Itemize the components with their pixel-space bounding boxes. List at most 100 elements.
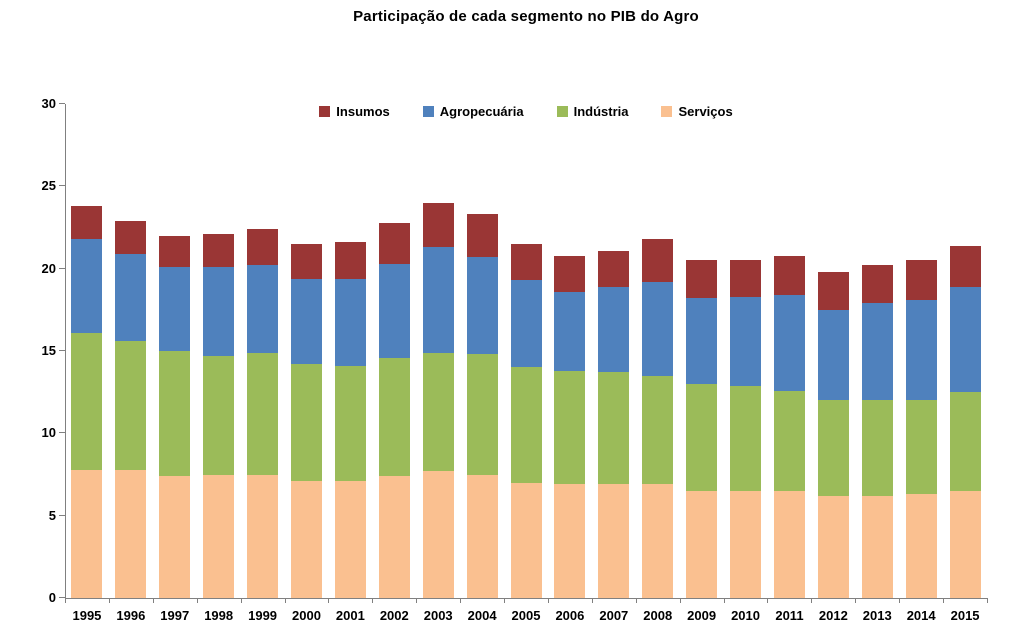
bar-segment-servicos xyxy=(686,490,718,598)
bar-segment-industria xyxy=(290,364,322,482)
x-tick-label: 2007 xyxy=(599,608,629,623)
bar-slot-2004 xyxy=(460,104,504,598)
bar-segment-servicos xyxy=(159,476,191,598)
bar-segment-agropecuaria xyxy=(730,296,762,386)
x-tick xyxy=(328,598,330,603)
bar-segment-industria xyxy=(861,400,893,496)
bar-2004 xyxy=(466,214,498,598)
bar-slot-2006 xyxy=(548,104,592,598)
bar-segment-servicos xyxy=(466,474,498,598)
x-tick xyxy=(460,598,462,603)
x-tick-label: 2009 xyxy=(687,608,717,623)
bar-segment-servicos xyxy=(247,474,279,598)
bar-segment-industria xyxy=(378,357,410,477)
legend-item-insumos: Insumos xyxy=(319,104,390,119)
bar-segment-insumos xyxy=(159,235,191,268)
bar-segment-servicos xyxy=(773,490,805,598)
x-tick xyxy=(240,598,242,603)
bar-1996 xyxy=(115,220,147,598)
x-axis-line xyxy=(65,598,988,599)
x-tick xyxy=(987,598,988,603)
bar-segment-servicos xyxy=(510,482,542,598)
bar-slot-2012 xyxy=(811,104,855,598)
bar-segment-insumos xyxy=(203,234,235,268)
x-tick xyxy=(547,598,549,603)
x-tick-label: 2011 xyxy=(775,608,804,623)
legend-swatch-agropecuaria xyxy=(422,106,434,117)
bar-segment-insumos xyxy=(642,239,674,282)
x-tick-label: 1995 xyxy=(72,608,102,623)
bar-segment-servicos xyxy=(115,469,147,598)
x-tick xyxy=(504,598,506,603)
x-tick xyxy=(899,598,901,603)
x-tick xyxy=(65,598,66,603)
bar-slot-2007 xyxy=(592,104,636,598)
bar-slot-2014 xyxy=(899,104,943,598)
y-tick-label: 5 xyxy=(48,507,56,523)
bar-segment-insumos xyxy=(686,260,718,299)
bar-segment-agropecuaria xyxy=(247,265,279,353)
x-tick xyxy=(855,598,857,603)
bar-slot-1998 xyxy=(197,104,241,598)
bar-segment-industria xyxy=(554,370,586,485)
x-tick-label: 2015 xyxy=(950,608,980,623)
bar-segment-industria xyxy=(949,392,981,491)
bar-segment-insumos xyxy=(422,202,454,248)
bar-2011 xyxy=(773,255,805,598)
x-tick-label: 1996 xyxy=(116,608,146,623)
bar-2010 xyxy=(730,260,762,598)
x-tick xyxy=(416,598,418,603)
bar-slot-1995 xyxy=(65,104,109,598)
bar-slot-1996 xyxy=(109,104,153,598)
x-tick xyxy=(196,598,198,603)
bar-slot-2008 xyxy=(636,104,680,598)
y-tick xyxy=(59,350,65,351)
y-tick xyxy=(59,432,65,434)
bar-segment-insumos xyxy=(115,220,147,254)
plot-area xyxy=(65,104,987,598)
bar-slot-2000 xyxy=(285,104,329,598)
x-tick xyxy=(284,598,286,603)
bar-segment-servicos xyxy=(730,490,762,598)
legend-label: Insumos xyxy=(336,104,390,119)
bar-segment-servicos xyxy=(817,495,849,598)
x-tick-label: 1998 xyxy=(204,608,234,623)
bar-slot-1997 xyxy=(153,104,197,598)
x-tick xyxy=(679,598,681,603)
bar-slot-2002 xyxy=(372,104,416,598)
bar-segment-insumos xyxy=(598,250,630,287)
bar-segment-industria xyxy=(247,352,279,475)
x-tick-label: 1997 xyxy=(160,608,190,623)
x-tick xyxy=(723,598,725,603)
y-tick-label: 0 xyxy=(48,590,56,605)
y-tick-label: 15 xyxy=(41,343,56,358)
bar-slot-2001 xyxy=(328,104,372,598)
bar-segment-industria xyxy=(115,341,147,470)
bar-slot-2005 xyxy=(504,104,548,598)
bar-segment-agropecuaria xyxy=(290,278,322,365)
x-tick-label: 2004 xyxy=(467,608,497,623)
bar-segment-industria xyxy=(466,354,498,475)
bar-segment-agropecuaria xyxy=(861,303,893,401)
bar-segment-industria xyxy=(159,351,191,477)
bar-segment-agropecuaria xyxy=(203,267,235,356)
bar-1998 xyxy=(203,234,235,598)
bar-segment-agropecuaria xyxy=(905,299,937,401)
bar-segment-insumos xyxy=(378,222,410,264)
legend-swatch-servicos xyxy=(661,106,673,117)
bar-slot-2003 xyxy=(416,104,460,598)
bar-segment-insumos xyxy=(949,245,981,287)
bar-2005 xyxy=(510,243,542,598)
bar-segment-industria xyxy=(686,383,718,491)
y-tick xyxy=(59,597,65,598)
y-tick-label: 25 xyxy=(41,178,56,194)
bar-segment-industria xyxy=(71,332,103,470)
legend-label: Serviços xyxy=(678,104,733,119)
bar-segment-industria xyxy=(817,400,849,496)
bar-segment-servicos xyxy=(554,484,586,598)
x-tick-label: 2003 xyxy=(423,608,453,623)
bar-segment-insumos xyxy=(290,243,322,279)
bar-segment-servicos xyxy=(334,481,366,598)
bar-segment-insumos xyxy=(334,242,366,279)
